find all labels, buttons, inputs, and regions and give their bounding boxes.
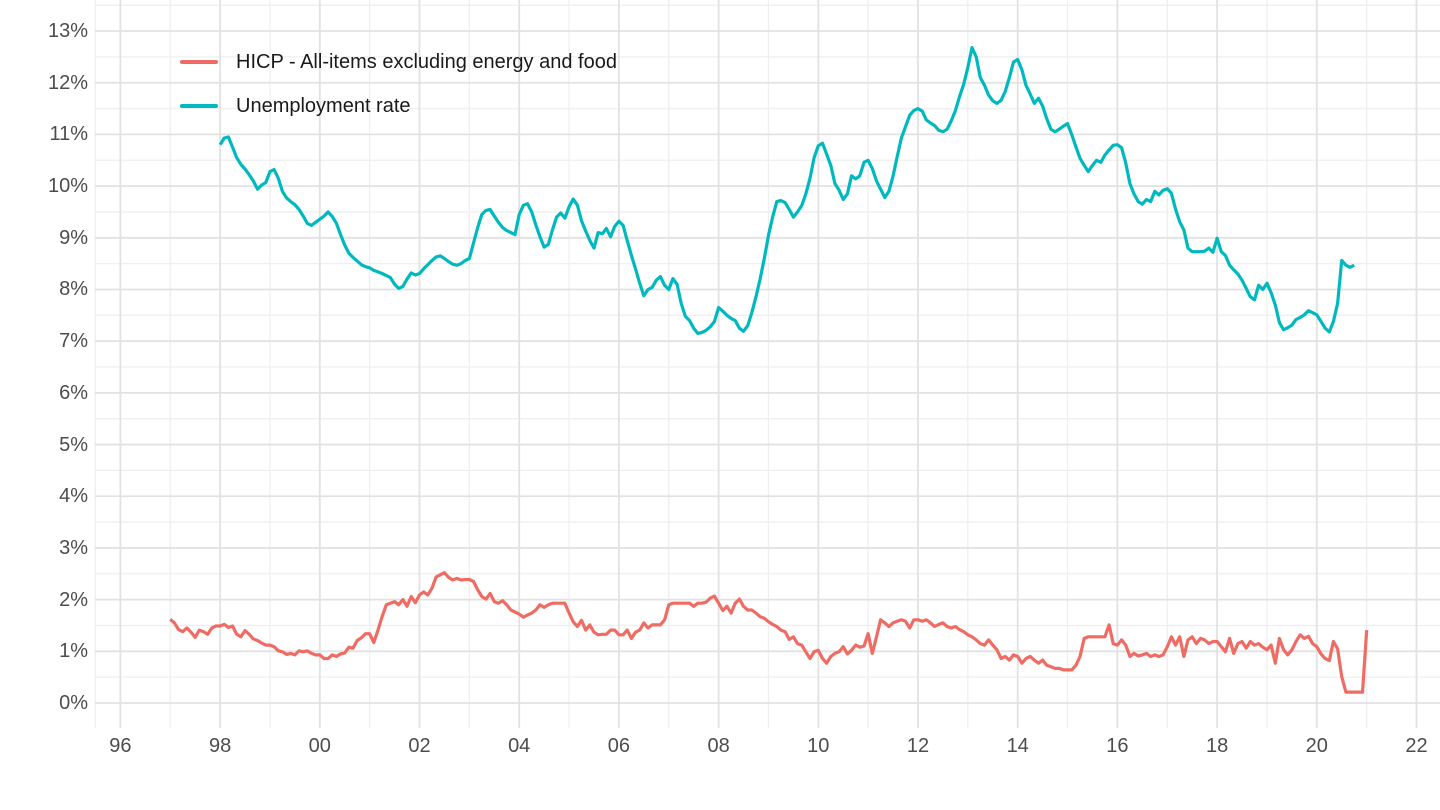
x-tick-label: 20 <box>1305 735 1328 757</box>
legend-label-unemployment: Unemployment rate <box>236 94 411 117</box>
y-tick-label: 4% <box>59 485 88 508</box>
y-tick-label: 11% <box>49 123 88 146</box>
x-tick-label: 00 <box>308 735 331 757</box>
x-tick-label: 06 <box>607 735 631 757</box>
y-tick-label: 0% <box>59 692 88 714</box>
legend-label-hicp: HICP - All-items excluding energy and fo… <box>236 50 617 73</box>
hicp-line <box>169 571 1369 694</box>
unemployment-line-swatch-icon <box>180 104 218 108</box>
x-tick-label: 96 <box>109 735 132 757</box>
x-tick-label: 02 <box>408 735 431 757</box>
x-tick-label: 14 <box>1006 735 1029 757</box>
y-tick-label: 7% <box>59 330 88 353</box>
x-tick-label: 22 <box>1405 735 1428 757</box>
unemployment-line <box>218 45 1355 335</box>
y-tick-label: 5% <box>59 433 88 456</box>
y-tick-label: 13% <box>47 20 88 43</box>
x-tick-label: 08 <box>707 735 730 757</box>
y-tick-label: 2% <box>59 588 88 611</box>
y-tick-label: 3% <box>59 536 88 559</box>
x-tick-label: 18 <box>1205 735 1229 757</box>
legend-item-hicp: HICP - All-items excluding energy and fo… <box>180 40 617 84</box>
legend-item-unemployment: Unemployment rate <box>180 84 617 128</box>
chart-legend: HICP - All-items excluding energy and fo… <box>180 40 617 128</box>
y-tick-label: 1% <box>59 640 88 663</box>
x-tick-label: 98 <box>208 735 232 757</box>
x-tick-label: 04 <box>508 735 531 757</box>
y-tick-label: 8% <box>59 278 88 301</box>
y-tick-label: 9% <box>59 226 88 249</box>
x-tick-label: 12 <box>906 735 930 757</box>
hicp-line-swatch-icon <box>180 60 218 64</box>
y-tick-label: 6% <box>59 381 88 404</box>
x-tick-label: 10 <box>807 735 830 757</box>
y-tick-label: 12% <box>47 71 88 94</box>
y-tick-label: 10% <box>47 175 88 198</box>
x-tick-label: 16 <box>1106 735 1129 757</box>
